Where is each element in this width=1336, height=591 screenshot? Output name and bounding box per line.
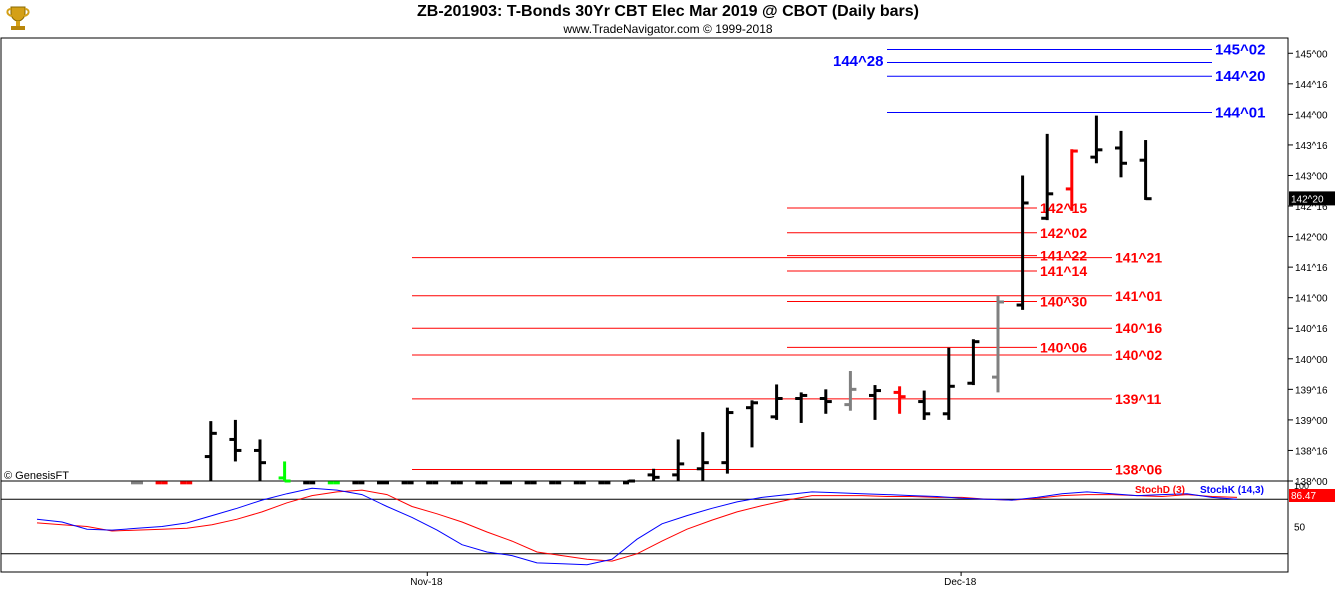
ohlc-bar: [795, 392, 808, 423]
ohlc-bar: [204, 421, 217, 481]
ohlc-bar: [278, 461, 291, 483]
y-tick-label: 144^00: [1295, 110, 1328, 121]
oscillator-pane-frame: [0, 480, 1289, 573]
blue-level-label: 144^01: [1215, 104, 1265, 121]
ohlc-bar: [500, 481, 512, 485]
ohlc-bar: [180, 481, 193, 485]
red-level-label: 141^01: [1115, 288, 1162, 304]
ohlc-bar: [377, 481, 389, 485]
y-tick-label: 143^00: [1295, 171, 1328, 182]
ohlc-bar: [303, 481, 316, 485]
y-tick-label: 139^16: [1295, 385, 1328, 396]
blue-annotation-label: 144^28: [833, 53, 883, 70]
ohlc-bar: [598, 481, 611, 485]
ohlc-bar: [131, 481, 143, 485]
ohlc-bar: [869, 385, 881, 420]
blue-level-label: 144^20: [1215, 68, 1265, 85]
ohlc-bar: [1041, 133, 1054, 221]
red-level-label: 140^06: [1040, 339, 1087, 355]
ohlc-bar: [524, 481, 537, 485]
blue-level-label: 145^02: [1215, 41, 1265, 58]
legend-stoch-d: StochD (3): [1135, 485, 1185, 496]
ohlc-bar: [770, 384, 783, 420]
ohlc-bar: [623, 479, 635, 485]
red-level-label: 142^02: [1040, 225, 1087, 241]
ohlc-bar: [918, 390, 931, 420]
last-price-box: [1289, 191, 1335, 206]
ohlc-bar: [573, 481, 586, 485]
genesis-credit: © GenesisFT: [4, 470, 69, 482]
y-tick-label: 142^16: [1295, 202, 1328, 213]
red-level-label: 139^11: [1115, 391, 1162, 407]
y-tick-label: 145^00: [1295, 49, 1328, 60]
y-tick-label: 141^00: [1295, 294, 1328, 305]
ohlc-bar: [647, 468, 660, 481]
ohlc-bar: [992, 295, 1004, 393]
x-tick-label: Nov-18: [410, 577, 443, 588]
ohlc-bar: [229, 419, 242, 462]
y-tick-label: 138^16: [1295, 446, 1328, 457]
red-level-label: 138^06: [1115, 462, 1162, 478]
y-tick-label: 138^00: [1295, 477, 1328, 488]
ohlc-bar: [721, 407, 734, 474]
x-tick-label: Dec-18: [944, 577, 977, 588]
ohlc-bar: [475, 481, 488, 485]
ohlc-bar: [1065, 149, 1078, 211]
osc-tick-label: 50: [1294, 523, 1306, 534]
chart-title: ZB-201903: T-Bonds 30Yr CBT Elec Mar 201…: [417, 3, 919, 20]
legend-stoch-k: StochK (14,3): [1200, 485, 1264, 496]
y-tick-label: 139^00: [1295, 416, 1328, 427]
ohlc-bar: [549, 481, 562, 485]
ohlc-bar: [426, 481, 439, 485]
ohlc-bar: [1115, 130, 1127, 178]
osc-top-label: 100: [1294, 481, 1309, 491]
ohlc-bar: [672, 439, 685, 481]
ohlc-bar: [1090, 115, 1103, 164]
trophy-logo-icon: [6, 6, 30, 30]
ohlc-bar: [967, 339, 980, 386]
red-level-label: 140^30: [1040, 294, 1087, 310]
ohlc-bar: [1016, 175, 1029, 310]
ohlc-bar: [696, 432, 709, 481]
y-tick-label: 144^16: [1295, 80, 1328, 91]
ohlc-bar: [819, 389, 832, 414]
ohlc-bar: [1139, 140, 1152, 201]
price-pane-frame: [0, 37, 1289, 482]
red-level-label: 140^02: [1115, 347, 1162, 363]
red-level-label: 140^16: [1115, 320, 1162, 336]
red-level-label: 141^22: [1040, 248, 1087, 264]
ohlc-bar: [155, 481, 168, 485]
y-tick-label: 140^00: [1295, 355, 1328, 366]
last-price-label: 142^20: [1291, 194, 1324, 205]
ohlc-bar: [844, 371, 857, 411]
y-tick-label: 143^16: [1295, 141, 1328, 152]
red-level-label: 141^21: [1115, 250, 1162, 266]
ohlc-bar: [401, 481, 414, 485]
stoch-line: [36, 487, 1238, 566]
ohlc-bar: [254, 439, 266, 481]
red-level-label: 142^15: [1040, 200, 1087, 216]
y-tick-label: 142^00: [1295, 233, 1328, 244]
red-level-label: 141^14: [1040, 263, 1087, 279]
y-tick-label: 141^16: [1295, 263, 1328, 274]
osc-value-box: [1289, 489, 1335, 502]
ohlc-bar: [450, 481, 463, 485]
ohlc-bar: [327, 481, 340, 485]
osc-value-label: 86.47: [1291, 491, 1316, 502]
ohlc-bar: [352, 481, 365, 485]
stoch-line: [36, 489, 1238, 562]
ohlc-bar: [893, 386, 906, 414]
ohlc-bar: [746, 400, 758, 448]
chart-subtitle: www.TradeNavigator.com © 1999-2018: [563, 22, 773, 36]
y-tick-label: 140^16: [1295, 324, 1328, 335]
ohlc-bar: [942, 347, 955, 420]
